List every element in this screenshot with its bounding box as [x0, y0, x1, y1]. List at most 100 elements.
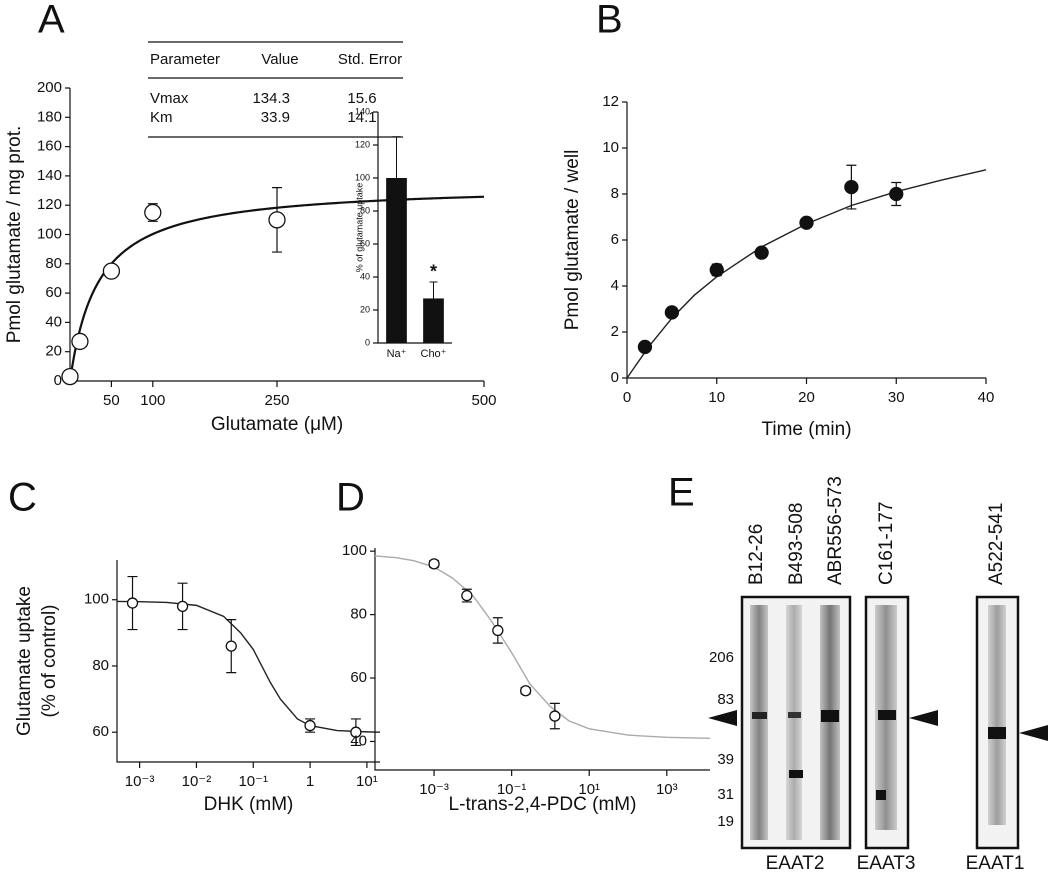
y-tick-label: 0 [54, 372, 62, 389]
y-axis-title: (% of control) [39, 605, 60, 718]
y-tick-label: 0 [611, 369, 619, 386]
blot-panel: E B12-26 B493-508 ABR556-573 C161-177 A5… [668, 471, 1048, 874]
y-tick-label: 80 [350, 606, 367, 623]
y-tick-label: 2 [611, 323, 619, 340]
x-axis-title: Glutamate (μM) [211, 414, 343, 435]
y-tick-label: 140 [37, 167, 62, 184]
blot-band [878, 710, 896, 720]
panel-letter: B [596, 0, 623, 42]
data-point [102, 262, 121, 280]
x-axis-title: DHK (mM) [204, 794, 294, 815]
data-point [709, 262, 724, 278]
panel-letter: A [38, 0, 65, 42]
y-axis-title: Pmol glutamate / mg prot. [4, 126, 25, 344]
x-tick-label: 10⁻³ [125, 773, 155, 790]
bar [423, 298, 444, 343]
annotation: * [430, 262, 437, 282]
y-tick-label: 160 [37, 138, 62, 155]
table-cell: 14.1 [347, 109, 376, 126]
lane-label: ABR556-573 [825, 476, 846, 585]
group-label: EAAT3 [857, 853, 916, 874]
fit-curve [374, 555, 711, 739]
data-point [664, 305, 680, 320]
x-tick-label: 1 [306, 773, 314, 790]
data-point [889, 186, 904, 202]
table-cell: 134.3 [252, 90, 290, 107]
mw-label: 39 [717, 751, 734, 768]
data-point [61, 367, 79, 386]
data-point [350, 726, 362, 738]
table-header: Std. Error [338, 51, 402, 68]
lane-label: B12-26 [746, 524, 767, 585]
x-tick-label: 40 [978, 389, 995, 406]
data-point [268, 211, 286, 229]
y-tick-label: 4 [611, 277, 619, 294]
mw-label: 83 [717, 691, 734, 708]
data-point [126, 597, 139, 609]
blot-lane [786, 605, 802, 840]
data-point [144, 203, 162, 222]
x-tick-label: 10¹ [578, 781, 600, 798]
y-tick-label: 120 [37, 196, 62, 213]
y-tick-label: 6 [611, 231, 619, 248]
x-tick-label: 30 [888, 389, 905, 406]
y-tick-label: 20 [45, 343, 62, 360]
x-tick-label: 20 [798, 389, 815, 406]
y-tick-label: 10 [602, 139, 619, 156]
group-label: EAAT2 [766, 853, 825, 874]
table-cell: Vmax [150, 90, 189, 107]
y-axis-title: Pmol glutamate / well [562, 150, 583, 331]
y-tick-label: 12 [602, 93, 619, 110]
blot-band [752, 712, 767, 719]
arrowhead [708, 710, 737, 726]
x-tick-label: 10⁻² [182, 773, 212, 790]
data-point [176, 600, 189, 613]
mw-label: 206 [709, 649, 734, 666]
y-tick-label: 100 [355, 172, 370, 182]
data-point [844, 179, 859, 195]
y-tick-label: 60 [45, 284, 62, 301]
x-tick-label: 10⁻³ [419, 781, 449, 798]
y-tick-label: 8 [611, 185, 619, 202]
y-tick-label: 180 [37, 108, 62, 125]
lane-label: C161-177 [876, 502, 897, 585]
y-tick-label: 60 [350, 669, 367, 686]
table-header: Parameter [150, 51, 220, 68]
data-point [520, 685, 532, 697]
blot-band [788, 712, 801, 718]
y-tick-label: 60 [360, 238, 370, 248]
y-tick-label: 40 [45, 313, 62, 330]
x-tick-label: 500 [471, 392, 496, 409]
x-tick-label: 10⁻¹ [497, 781, 527, 798]
x-axis-title: L-trans-2,4-PDC (mM) [449, 794, 637, 815]
data-point [71, 332, 89, 351]
x-axis-title: Time (min) [761, 419, 851, 440]
blot-lane [820, 605, 840, 840]
x-tick-label: 50 [103, 392, 120, 409]
data-point [225, 640, 237, 652]
axis-line [374, 548, 710, 771]
x-tick-label: 10⁻¹ [238, 773, 268, 790]
blot-lane [750, 605, 768, 840]
axis-line [626, 102, 986, 379]
x-tick-label: 10³ [656, 781, 678, 798]
lane-label: B493-508 [786, 503, 807, 585]
data-point [428, 558, 440, 570]
data-point [549, 710, 561, 722]
group-label: EAAT1 [966, 853, 1025, 874]
panel-letter: C [8, 476, 37, 520]
data-point [637, 339, 653, 355]
y-tick-label: 80 [360, 205, 370, 215]
data-point [754, 245, 769, 260]
table-cell: 15.6 [347, 90, 376, 107]
x-tick-label: 10¹ [356, 773, 378, 790]
y-tick-label: 40 [350, 732, 367, 749]
y-tick-label: 120 [355, 139, 370, 149]
fit-curve [626, 169, 987, 379]
arrowhead [909, 710, 938, 726]
axis-line [116, 560, 380, 763]
x-tick-label: Na⁺ [387, 348, 407, 360]
panel-letter: E [668, 471, 695, 515]
blot-band [789, 770, 803, 778]
